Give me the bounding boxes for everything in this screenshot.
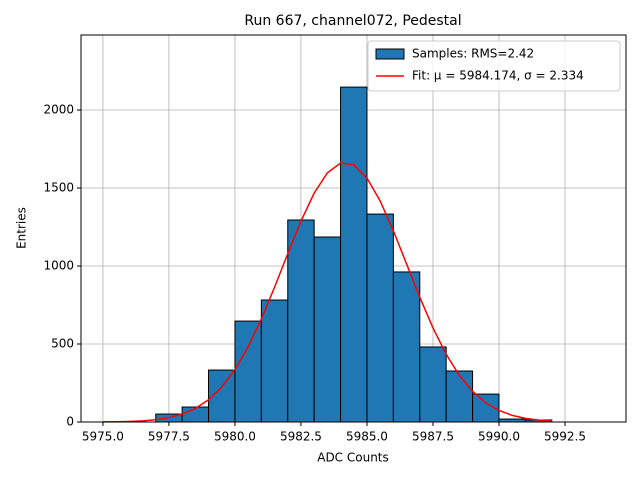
- x-tick-label: 5985.0: [346, 430, 388, 444]
- x-tick-label: 5975.0: [82, 430, 124, 444]
- y-tick-label: 2000: [43, 103, 74, 117]
- plot-area: [102, 86, 553, 423]
- x-tick-label: 5977.5: [148, 430, 190, 444]
- histogram-bar: [392, 271, 421, 423]
- histogram-bar: [340, 86, 368, 423]
- legend: Samples: RMS=2.42 Fit: μ = 5984.174, σ = …: [367, 40, 621, 92]
- fit-line: [102, 162, 552, 423]
- chart-title: Run 667, channel072, Pedestal: [244, 13, 461, 29]
- y-axis-label: Entries: [15, 207, 29, 249]
- y-tick-label: 1000: [43, 259, 74, 273]
- legend-swatch: [375, 48, 405, 60]
- x-tick-label: 5980.0: [214, 430, 256, 444]
- histogram-bar: [260, 299, 289, 423]
- histogram-bar: [313, 236, 342, 423]
- y-tick-label: 1500: [43, 181, 74, 195]
- histogram-bar: [366, 213, 394, 423]
- histogram-bar: [445, 370, 474, 423]
- x-tick-label: 5992.5: [544, 430, 586, 444]
- legend-frame: [367, 40, 621, 92]
- y-tick-label: 500: [51, 337, 74, 351]
- x-axis-label: ADC Counts: [317, 451, 389, 465]
- axes-frame: [80, 34, 627, 423]
- x-tick-label: 5987.5: [412, 430, 454, 444]
- histogram-bar: [287, 219, 315, 423]
- legend-label: Samples: RMS=2.42: [412, 47, 534, 61]
- histogram-bar: [419, 346, 447, 423]
- x-tick-label: 5982.5: [280, 430, 322, 444]
- histogram-bar: [234, 320, 262, 423]
- legend-label: Fit: μ = 5984.174, σ = 2.334: [412, 69, 584, 83]
- x-tick-label: 5990.0: [478, 430, 520, 444]
- y-tick-label: 0: [66, 415, 74, 429]
